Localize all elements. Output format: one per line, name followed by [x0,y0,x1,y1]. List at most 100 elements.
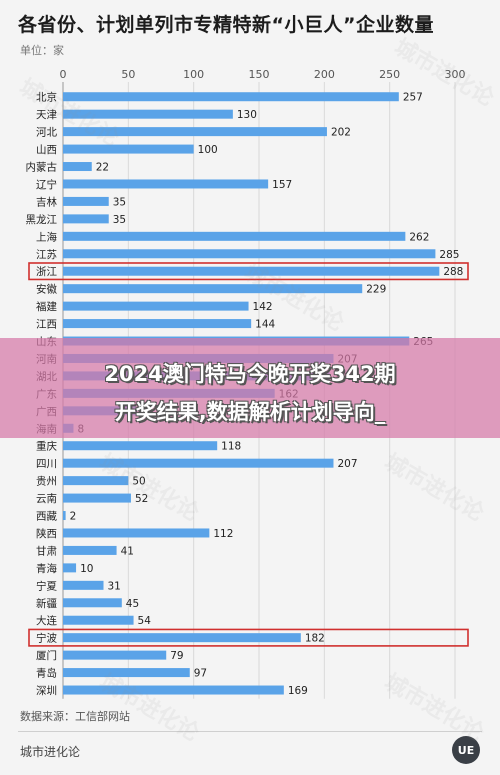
bar [63,109,233,119]
highlight-box [28,262,469,281]
bar [63,179,269,189]
data-label: 262 [409,231,429,243]
data-label: 52 [135,493,148,505]
data-label: 79 [170,650,183,662]
category-label: 甘肃 [36,544,57,557]
brand-logo: UE [452,736,480,764]
unit-label: 单位：家 [20,44,64,57]
data-label: 144 [255,319,275,331]
bar [63,144,194,154]
category-label: 宁夏 [36,579,57,592]
bar [63,162,92,172]
x-tick-label: 0 [60,68,67,81]
data-label: 169 [288,685,308,697]
banner-line-1: 2024澳门特马今晚开奖342期 [104,362,396,386]
bar [63,545,117,555]
data-label: 35 [113,196,126,208]
bar [63,615,134,625]
category-label: 北京 [36,91,57,104]
bar [63,441,218,451]
data-label: 182 [305,633,325,645]
category-label: 江苏 [36,248,57,261]
category-label: 厦门 [36,649,57,662]
category-label: 安徽 [36,283,57,296]
bar [63,196,109,206]
data-label: 2 [70,511,77,523]
x-tick-label: 200 [314,68,335,81]
chart-title: 各省份、计划单列市专精特新“小巨人”企业数量 [18,14,434,36]
data-label: 118 [221,441,241,453]
data-label: 285 [439,249,459,261]
data-label: 207 [337,458,357,470]
category-label: 江西 [36,319,57,331]
bar [63,249,436,259]
data-label: 257 [403,92,423,104]
bar [63,231,406,241]
category-label: 福建 [36,300,57,313]
category-label: 河北 [36,127,57,139]
category-label: 吉林 [36,195,57,208]
category-label: 浙江 [36,266,57,278]
bar [63,598,122,608]
category-label: 青岛 [36,667,57,680]
category-label: 云南 [36,492,57,505]
category-label: 天津 [36,109,57,121]
bar [63,650,167,660]
overlay-banner: 2024澳门特马今晚开奖342期 开奖结果,数据解析计划导向_ [0,338,500,438]
data-label: 100 [198,144,218,156]
bar [63,284,363,294]
bar [63,511,66,521]
category-label: 宁波 [36,632,57,645]
category-label: 山西 [36,144,57,156]
bar [63,266,440,276]
category-label: 贵州 [36,475,57,488]
bar [63,493,131,503]
category-label: 大连 [36,614,57,627]
data-label: 288 [443,266,463,278]
bar [63,685,284,695]
data-label: 142 [253,301,273,313]
data-label: 202 [331,127,351,139]
category-label: 陕西 [36,527,57,540]
data-label: 112 [213,528,233,540]
bar [63,214,109,224]
bar [63,580,104,590]
data-label: 10 [80,563,93,575]
data-label: 229 [366,284,386,296]
source-note: 数据来源：工信部网站 [20,710,130,723]
data-label: 130 [237,109,257,121]
highlight-box [28,628,469,647]
category-label: 四川 [36,458,57,470]
x-tick-label: 150 [249,68,270,81]
x-tick-label: 100 [183,68,204,81]
bar [63,668,190,678]
bar [63,458,334,468]
bar [63,301,249,311]
x-tick-label: 50 [121,68,135,81]
data-label: 31 [108,580,121,592]
category-label: 内蒙古 [26,161,58,174]
bar [63,633,301,643]
data-label: 157 [272,179,292,191]
bar [63,127,327,137]
category-label: 上海 [36,230,57,243]
data-label: 97 [194,668,207,680]
banner-line-2: 开奖结果,数据解析计划导向_ [114,400,386,424]
bar [63,563,77,573]
data-label: 45 [126,598,139,610]
category-label: 青海 [36,562,57,575]
bar [63,528,210,538]
brand-name: 城市进化论 [20,745,81,759]
x-tick-label: 300 [445,68,466,81]
data-label: 50 [132,476,145,488]
category-label: 西藏 [36,511,57,523]
data-label: 54 [138,615,152,627]
category-label: 黑龙江 [26,213,58,226]
data-label: 35 [113,214,126,226]
category-label: 深圳 [36,685,57,697]
data-label: 22 [96,162,109,174]
category-label: 新疆 [36,597,57,610]
category-label: 辽宁 [36,178,57,191]
category-label: 重庆 [36,440,57,453]
data-label: 41 [121,545,134,557]
